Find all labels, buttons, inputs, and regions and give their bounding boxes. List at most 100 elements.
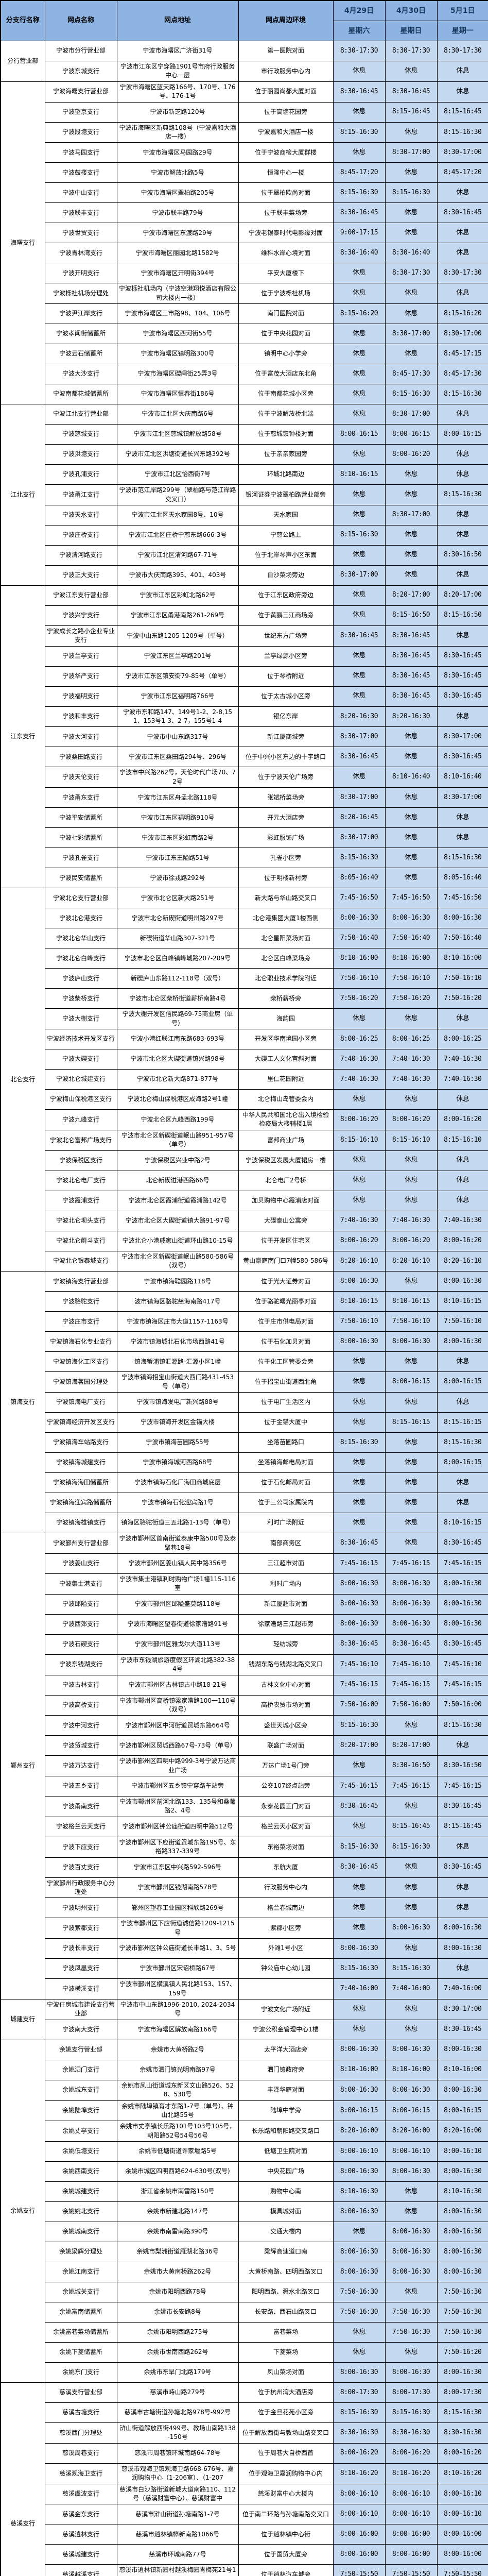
- outlet-name-cell: 宁波海曙支行营业部: [44, 81, 117, 103]
- hours-cell-day0: 8:15-16:30: [333, 1958, 386, 1979]
- table-row: 宁波兴宁支行 宁波市江东区甬港南路261-269号 位于黄鹂三江商场旁 休息 8:15-…: [1, 605, 488, 626]
- outlet-env-cell: 张斌桥菜场旁: [238, 787, 334, 808]
- table-row: 宁波镇海车站路支行 宁波市镇海苗圃路55号 坐落苗圃路口 8:15-16:30 休息 8:…: [1, 1432, 488, 1453]
- outlet-env-cell: 购物中心南: [238, 2181, 334, 2202]
- hours-cell-day1: 8:00-16:15: [385, 424, 438, 445]
- outlet-name-cell: 宁波西郊支行: [44, 1614, 117, 1635]
- hours-cell-day0: 8:00-16:15: [333, 424, 386, 445]
- hours-cell-day0: 休息: [333, 2342, 386, 2363]
- outlet-env-cell: 北仑区白峰菜场旁: [238, 948, 334, 969]
- table-row: 宁波北仑电厂支行 北仑新碶进港西路66号 北仑电厂2号桥 休息 休息 休息: [1, 1170, 488, 1191]
- hours-cell-day2: 7:50-16:30: [437, 2282, 488, 2303]
- outlet-name-cell: 宁波北仑华山支行: [44, 928, 117, 949]
- outlet-name-cell: 宁波横溪支行: [44, 1978, 117, 1999]
- table-row: 宁波孝闻街储蓄所 宁波市海曙区西河街55号 位于中央花园对面 休息 8:30-17:00…: [1, 324, 488, 345]
- hours-cell-day0: 8:00-16:30: [333, 2242, 386, 2263]
- outlet-address-cell: 慈溪市周巷镇环城南路64-78号: [116, 2443, 239, 2464]
- hours-cell-day1: 休息: [385, 1190, 438, 1211]
- hours-cell-day1: 休息: [385, 162, 438, 183]
- outlet-address-cell: 宁波中山东路1205-1209号（单号）: [116, 625, 239, 647]
- outlet-env-cell: 三江超市对面: [238, 1553, 334, 1574]
- table-row: 宁波栎社机场分理处 宁波栎社机场内（宁波空港翔悦酒店有限公司大楼内一楼） 位于宁波栎…: [1, 283, 488, 304]
- outlet-name-cell: 宁波万达支行: [44, 1755, 117, 1777]
- table-row: 余姚梁辉分理处 余姚市梨洲街道雁湖北路36号 梁辉高速道口南 8:00-16:30 8:…: [1, 2242, 488, 2263]
- hours-cell-day1: 7:50-16:30: [385, 2322, 438, 2343]
- outlet-address-cell: 宁波市海曙区望春街道徐家漕路91号: [116, 1614, 239, 1635]
- outlet-name-cell: 宁波镇海迎宾路储蓄所: [44, 1493, 117, 1514]
- outlet-env-cell: 中央花园广场: [238, 2161, 334, 2182]
- hours-cell-day0: 休息: [333, 1150, 386, 1171]
- hours-cell-day2: 休息: [437, 1170, 488, 1191]
- hours-cell-day2: 休息: [437, 1190, 488, 1211]
- outlet-name-cell: 余姚梁辉分理处: [44, 2242, 117, 2263]
- table-row: 宁波柴桥支行 宁波市北仑区柴桥街道薪桥南路4号 柴桥薪桥旁 7:50-16:20 7:5…: [1, 988, 488, 1009]
- table-row: 宁波邱隘支行 宁波市鄞州区邱隘盛莫路118号 新江厦超市对面 8:00-16:30 8:…: [1, 1594, 488, 1615]
- hours-cell-day2: 8:00-16:30: [437, 908, 488, 929]
- outlet-name-cell: 宁波柴桥支行: [44, 988, 117, 1009]
- table-row: 宁波民安储蓄所 宁波市徐戎路292号 位于明楼新村旁 8:05-16:40 休息 8:05…: [1, 868, 488, 889]
- hours-cell-day1: 休息: [385, 61, 438, 82]
- hours-cell-day2: 7:45-16:50: [437, 888, 488, 909]
- outlet-name-cell: 宁波甬江支行: [44, 484, 117, 505]
- hours-cell-day2: 8:00-16:30: [437, 2222, 488, 2243]
- hours-cell-day2: 休息: [437, 625, 488, 647]
- hours-cell-day0: 8:30-17:00: [333, 726, 386, 748]
- outlet-name-cell: 余姚低塘支行: [44, 2141, 117, 2162]
- hours-cell-day2: 8:15-16:50: [437, 605, 488, 626]
- hours-cell-day0: 8:30-16:45: [333, 202, 386, 224]
- table-row: 余姚城南支行 余姚市南雷南路390号 交通大楼内 休息 8:00-16:30 8:00-1…: [1, 2222, 488, 2243]
- outlet-env-cell: 太平洋大酒店旁: [238, 2039, 334, 2060]
- table-row: 宁波明州支行 鄞州区望春工业园区科欣路269号 格兰春城南边 休息 休息 休息: [1, 1897, 488, 1919]
- outlet-env-cell: 下菱菜场: [238, 2342, 334, 2363]
- outlet-name-cell: 宁波镇海化工区支行: [44, 1351, 117, 1372]
- hours-cell-day0: 7:40-16:30: [333, 1049, 386, 1070]
- table-row: 宁波开明支行 宁波市海曙区开明街394号 平安大厦楼下 休息 8:30-17:30 8:3…: [1, 263, 488, 284]
- outlet-env-cell: 宁波文化广场附近: [238, 1998, 334, 2020]
- outlet-name-cell: 宁波镇海茗园分理处: [44, 1371, 117, 1393]
- outlet-env-cell: 联盛广场对面: [238, 1735, 334, 1756]
- outlet-env-cell: 平安大厦楼下: [238, 263, 334, 284]
- outlet-address-cell: 余姚市泗门镇光明南路97号: [116, 2059, 239, 2080]
- outlet-address-cell: 宁波市江东区宁穿路1901号市府行政服务中心一层: [116, 61, 239, 82]
- hours-cell-day1: 休息: [385, 303, 438, 325]
- outlet-address-cell: 宁波市鄞州区贸城西路67号-73号（单号）: [116, 1735, 239, 1756]
- hours-cell-day2: 8:20-17:00: [437, 585, 488, 606]
- hours-cell-day0: 7:40-16:30: [333, 1210, 386, 1231]
- outlet-name-cell: 宁波甬南支行: [44, 1796, 117, 1817]
- table-row: 宁波镇海海田储蓄所 宁波市镇海石化厂海田商城底层 位于石化邮局对面 休息 休息 休息: [1, 1472, 488, 1494]
- hours-cell-day2: 8:30-16:45: [437, 1634, 488, 1655]
- outlet-address-cell: 宁波市海曙区翠柏路205号: [116, 182, 239, 204]
- hours-cell-day2: 8:00-16:15: [437, 1371, 488, 1393]
- hours-cell-day1: 8:10-16:15: [385, 1291, 438, 1312]
- hours-cell-day0: 8:00-17:30: [333, 2382, 386, 2403]
- outlet-name-cell: 宁波福明支行: [44, 686, 117, 707]
- hours-cell-day2: 休息: [437, 807, 488, 828]
- table-row: 分行营业部 宁波市分行营业部 宁波市海曙区广济街31号 第一医院对面 8:30-17:3…: [0, 41, 488, 82]
- outlet-name-cell: 宁波望京支行: [44, 101, 117, 123]
- hours-cell-day0: 休息: [333, 61, 386, 82]
- hours-cell-day0: 8:00-16:30: [333, 1938, 386, 1959]
- outlet-address-cell: 宁波市鄞州区中河街道贸城东路664号: [116, 1715, 239, 1736]
- outlet-address-cell: 宁波市江北区大庆南路6号: [116, 404, 239, 425]
- outlet-name-cell: 宁波七彩储蓄所: [44, 827, 117, 849]
- hours-cell-day1: 8:30-16:45: [385, 666, 438, 687]
- table-row: 宁波段塘支行 宁波市海曙区新典路108号（宁波嘉和大酒店一楼） 宁波嘉和大酒店一楼 8…: [1, 122, 488, 143]
- outlet-name-cell: 宁波庐山支行: [44, 968, 117, 989]
- outlet-address-cell: 余姚市陆埠镇育才东路1-7号（单号）、钟山北路55号: [116, 2100, 239, 2122]
- outlet-address-cell: 余姚市大黄桥路2号: [116, 2039, 239, 2060]
- hours-cell-day0: 休息: [333, 344, 386, 365]
- table-row: 宁波万达支行 宁波市鄞州区四明中路999-3号宁波万达商业广场 万达广场1号门旁 休息…: [1, 1755, 488, 1777]
- col-header-weekday-1: 星期日: [385, 21, 438, 41]
- outlet-name-cell: 余姚富巷菜场储蓄所: [44, 2322, 117, 2343]
- table-row: 宁波庄桥支行 宁波市江北区庄桥宁慈东路666-3号 宁慈公路上 8:15-16:30 休…: [1, 524, 488, 546]
- hours-cell-day0: 休息: [333, 767, 386, 788]
- hours-cell-day1: 8:00-16:15: [385, 2100, 438, 2122]
- table-row: 宁波集士港支行 宁波市集士港镇利时购物广场1幢115-116室 利时广场内 8:00-…: [1, 1573, 488, 1595]
- hours-cell-day0: 休息: [333, 1452, 386, 1473]
- outlet-address-cell: 余姚市世南西路262号: [116, 2342, 239, 2363]
- outlet-env-cell: 位于开发区住宅区: [238, 1230, 334, 1251]
- hours-cell-day0: 8:15-16:30: [333, 1432, 386, 1453]
- hours-cell-day0: 8:00-16:20: [333, 2443, 386, 2464]
- hours-cell-day1: 7:45-16:50: [385, 888, 438, 909]
